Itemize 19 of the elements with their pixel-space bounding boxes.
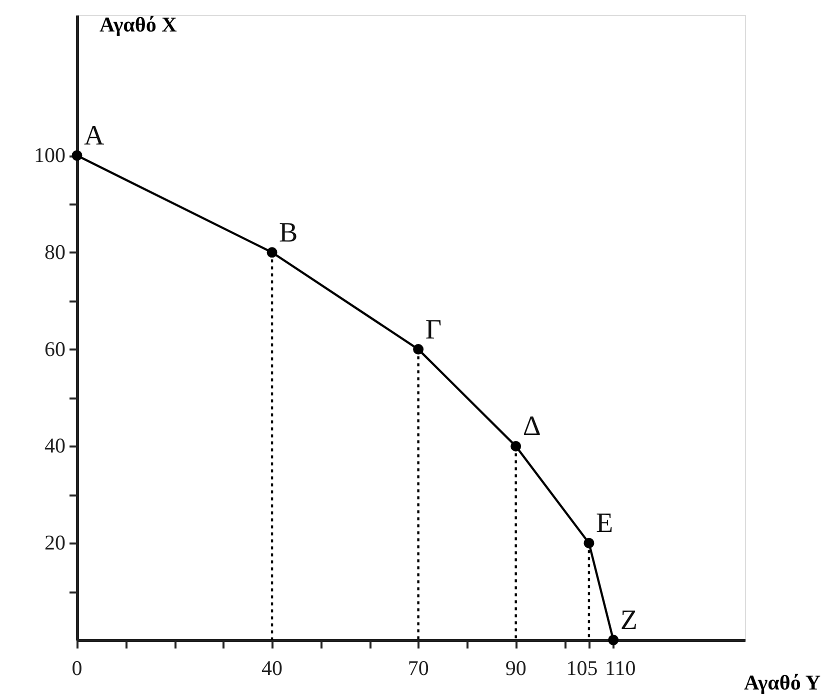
annotation: Γ (425, 314, 442, 346)
x-tick-label: 40 (262, 656, 283, 680)
y-tick-label: 80 (44, 240, 66, 264)
y-axis-title: Αγαθό Χ (100, 12, 177, 36)
y-tick-label: 100 (34, 143, 66, 168)
y-tick-label: 20 (44, 530, 66, 555)
x-axis-title: Αγαθό Υ (744, 670, 820, 694)
annotation: Δ (522, 411, 541, 442)
annotation: A (84, 120, 105, 152)
x-tick-label: 105 (566, 656, 598, 680)
annotation: E (596, 508, 614, 540)
y-tick-label: 60 (44, 336, 66, 361)
x-tick-label: 110 (604, 656, 636, 680)
x-tick-label: 90 (505, 656, 526, 680)
y-tick-label: 40 (44, 434, 66, 458)
x-tick-label: 70 (408, 656, 429, 680)
annotation: B (279, 217, 298, 248)
x-tick-label: 0 (72, 656, 82, 680)
annotation: Z (620, 605, 638, 636)
